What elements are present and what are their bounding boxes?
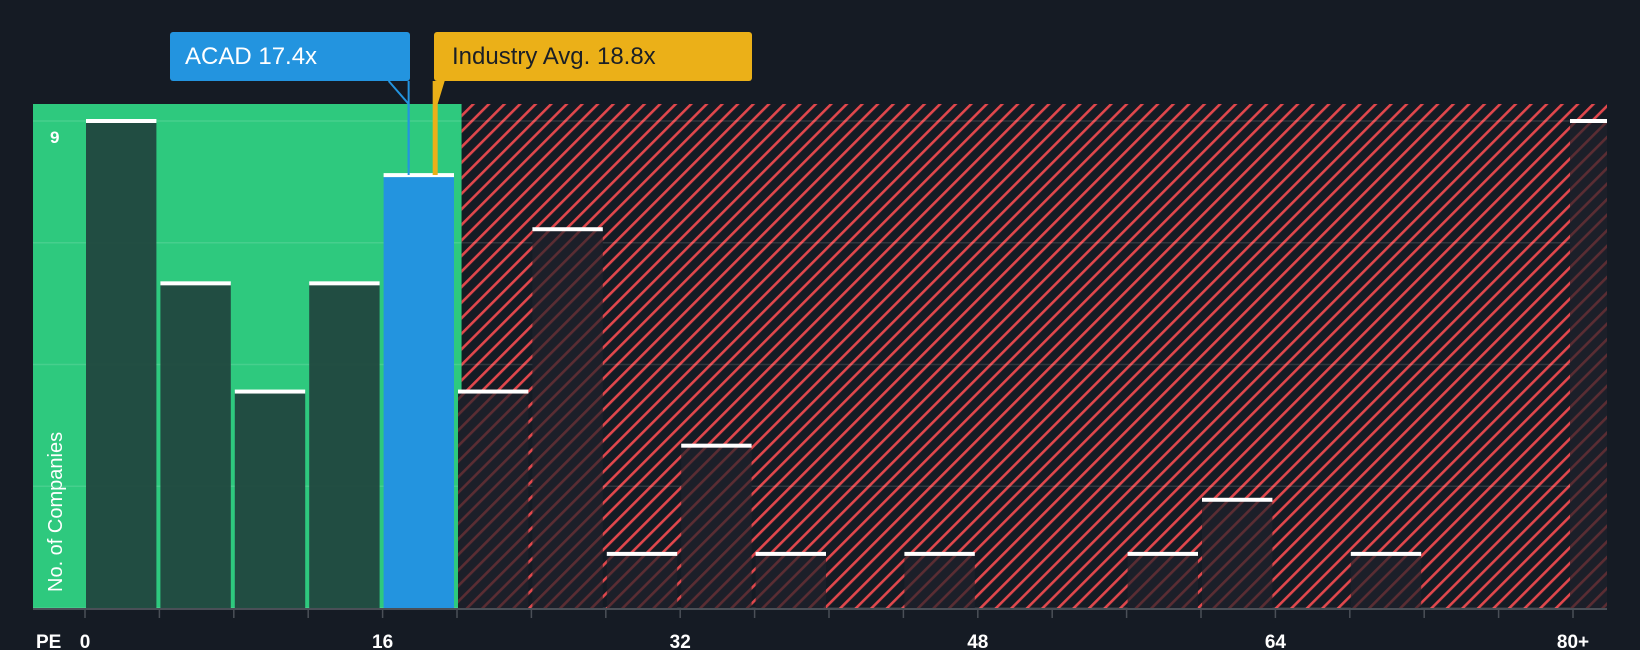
industry-avg-label: Industry Avg. 18.8x [452, 42, 656, 70]
histogram-bar [606, 553, 678, 608]
company-pe-callout: ACAD 17.4x [170, 32, 410, 81]
histogram-bar [1127, 553, 1198, 608]
bar-top-marker [1127, 551, 1198, 556]
x-axis-prefix: PE [36, 632, 61, 650]
histogram-bar [904, 553, 975, 608]
histogram-bar [86, 121, 157, 608]
bar-top-marker [309, 281, 380, 286]
company-pe-label: ACAD 17.4x [185, 42, 318, 70]
y-axis-title: No. of Companies [45, 432, 67, 592]
bar-top-marker [1570, 119, 1607, 123]
x-axis-tick-label: 48 [967, 632, 988, 650]
histogram-bar [160, 283, 231, 608]
overvalued-zone [461, 104, 1607, 608]
histogram-bar [309, 283, 380, 608]
histogram-bar [532, 229, 603, 608]
histogram-bar [755, 553, 826, 608]
histogram-bar [234, 391, 306, 608]
bar-top-marker [755, 551, 826, 556]
bar-top-marker [86, 119, 157, 123]
histogram-bar [458, 391, 529, 608]
histogram-bar [1570, 121, 1607, 608]
industry-avg-callout: Industry Avg. 18.8x [434, 32, 752, 81]
x-axis-tick-label: 80+ [1557, 632, 1589, 650]
bar-top-marker [606, 551, 678, 556]
x-axis-tick-label: 64 [1265, 632, 1287, 650]
x-axis-tick-label: 16 [372, 632, 393, 650]
x-axis-tick-label: 0 [80, 632, 91, 650]
bar-top-marker [681, 443, 752, 448]
industry-avg-line [432, 81, 445, 175]
bar-top-marker [234, 389, 306, 394]
histogram-bar [383, 175, 454, 608]
bar-top-marker [532, 227, 603, 232]
bar-top-marker [1350, 551, 1422, 556]
bar-top-marker [904, 551, 975, 556]
histogram-bar [1202, 499, 1273, 608]
x-axis-tick-label: 32 [670, 632, 691, 650]
histogram-bar [1350, 553, 1422, 608]
histogram-bar [681, 445, 752, 608]
bar-top-marker [160, 281, 231, 286]
bar-top-marker [383, 173, 454, 178]
bar-top-marker [1202, 497, 1273, 502]
bar-top-marker [458, 389, 529, 394]
y-axis-top-label: 9 [50, 128, 59, 147]
